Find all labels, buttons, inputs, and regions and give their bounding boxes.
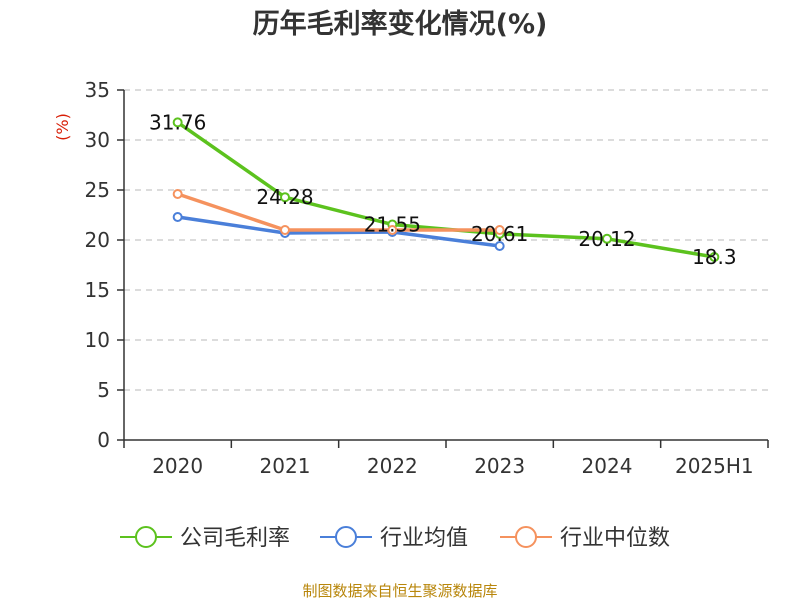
data-point [494, 225, 505, 235]
data-label: 24.28 [256, 185, 313, 209]
axes: 0 5 10 15 20 25 30 35 2020 2021 2022 2023 2024 2025H1 [85, 78, 769, 478]
x-tick-label: 2021 [260, 454, 311, 478]
data-labels: 31.76 24.28 21.55 20.61 20.12 18.3 [149, 110, 737, 269]
data-point [494, 241, 505, 251]
y-axis-label: (%) [53, 113, 72, 141]
y-tick-label: 5 [97, 378, 110, 402]
legend: 公司毛利率 行业均值 行业中位数 [120, 526, 670, 551]
data-label: 31.76 [149, 110, 206, 134]
data-point [280, 225, 290, 235]
data-point [280, 192, 290, 203]
y-tick-label: 25 [85, 178, 110, 202]
x-tick-label: 2024 [582, 454, 633, 478]
data-point [172, 212, 183, 222]
series-line [175, 215, 502, 248]
data-label: 18.3 [692, 245, 737, 269]
y-tick-label: 10 [85, 328, 110, 352]
y-tick-label: 0 [97, 428, 110, 452]
legend-marker [515, 526, 537, 548]
data-label: 21.55 [364, 213, 421, 237]
x-tick-label: 2020 [152, 454, 203, 478]
x-tick-label: 2025H1 [675, 454, 754, 478]
series-lines [172, 117, 720, 262]
data-point [172, 117, 183, 128]
legend-label: 行业均值 [380, 526, 468, 551]
legend-label: 公司毛利率 [180, 526, 290, 551]
x-tick-label: 2022 [367, 454, 418, 478]
x-tick-label: 2023 [474, 454, 525, 478]
series-line [175, 192, 502, 232]
data-label: 20.61 [471, 222, 528, 246]
source-note: 制图数据来自恒生聚源数据库 [302, 582, 497, 600]
y-tick-label: 20 [85, 228, 110, 252]
y-tick-label: 35 [85, 78, 110, 102]
y-tick-label: 15 [85, 278, 110, 302]
chart-title: 历年毛利率变化情况(%) [253, 8, 548, 40]
data-point [602, 233, 612, 244]
y-tick-label: 30 [85, 128, 110, 152]
data-label: 20.12 [578, 227, 635, 251]
data-point [172, 189, 183, 199]
legend-label: 行业中位数 [560, 526, 670, 551]
legend-marker [135, 526, 157, 548]
data-point [387, 225, 398, 235]
legend-marker [335, 526, 357, 548]
data-point [709, 252, 720, 262]
